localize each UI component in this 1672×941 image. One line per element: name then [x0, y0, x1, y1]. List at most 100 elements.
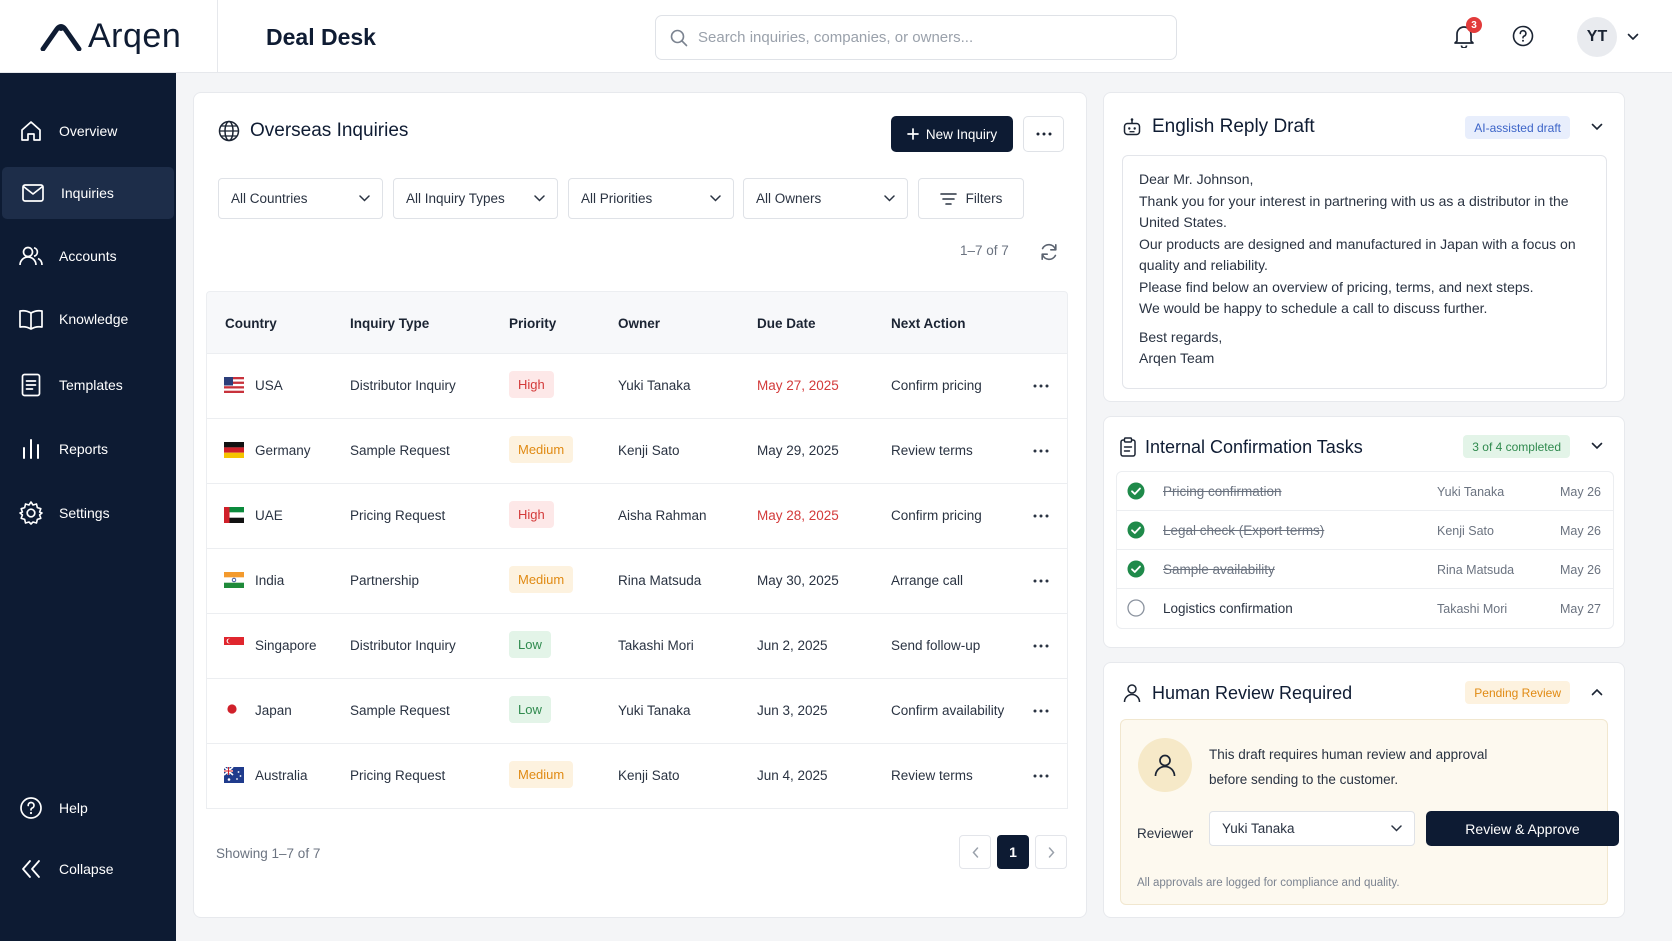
- inquiry-type-cell: Distributor Inquiry: [350, 638, 456, 653]
- chevron-left-icon: [971, 846, 979, 858]
- check-circle-icon[interactable]: [1127, 482, 1145, 500]
- table-row[interactable]: UAE Pricing Request High Aisha Rahman Ma…: [206, 484, 1068, 549]
- priority-filter[interactable]: All Priorities: [568, 178, 734, 219]
- reply-draft-text[interactable]: Dear Mr. Johnson, Thank you for your int…: [1122, 155, 1607, 389]
- draft-line: We would be happy to schedule a call to …: [1139, 300, 1488, 316]
- sidebar-item-label: Templates: [59, 377, 123, 393]
- chevron-up-icon[interactable]: [1588, 683, 1606, 701]
- row-more-icon[interactable]: [1030, 506, 1052, 526]
- sidebar-item-accounts[interactable]: Accounts: [0, 230, 176, 282]
- sidebar-item-overview[interactable]: Overview: [0, 105, 176, 157]
- owner-cell: Aisha Rahman: [618, 508, 707, 523]
- inquiry-type-cell: Pricing Request: [350, 508, 446, 523]
- next-action-cell: Review terms: [891, 768, 973, 783]
- more-options-button[interactable]: [1023, 116, 1064, 152]
- brand-name: Arqen: [88, 17, 182, 55]
- table-row[interactable]: Australia Pricing Request Medium Kenji S…: [206, 744, 1068, 809]
- row-more-icon[interactable]: [1030, 571, 1052, 591]
- column-header[interactable]: Owner: [618, 316, 661, 331]
- home-icon: [18, 118, 44, 144]
- check-circle-icon[interactable]: [1127, 560, 1145, 578]
- row-more-icon[interactable]: [1030, 376, 1052, 396]
- task-owner: Yuki Tanaka: [1437, 485, 1505, 499]
- table-row[interactable]: Japan Sample Request Low Yuki Tanaka Jun…: [206, 679, 1068, 744]
- review-message: This draft requires human review and app…: [1209, 742, 1509, 792]
- sidebar-item-inquiries[interactable]: Inquiries: [2, 167, 174, 219]
- priority-badge: Medium: [509, 436, 574, 463]
- task-item[interactable]: Logistics confirmation Takashi Mori May …: [1117, 589, 1613, 628]
- new-inquiry-button[interactable]: New Inquiry: [891, 116, 1013, 152]
- sidebar-item-templates[interactable]: Templates: [0, 359, 176, 411]
- sidebar-collapse-button[interactable]: Collapse: [0, 843, 176, 895]
- table-row[interactable]: Singapore Distributor Inquiry Low Takash…: [206, 614, 1068, 679]
- gear-icon: [18, 500, 44, 526]
- row-more-icon[interactable]: [1030, 441, 1052, 461]
- column-header[interactable]: Due Date: [757, 316, 816, 331]
- page-button-current[interactable]: 1: [997, 835, 1029, 869]
- due-date-cell: May 30, 2025: [757, 573, 839, 588]
- pending-review-badge: Pending Review: [1465, 681, 1570, 704]
- table-row[interactable]: USA Distributor Inquiry High Yuki Tanaka…: [206, 354, 1068, 419]
- user-menu[interactable]: YT: [1577, 17, 1639, 57]
- column-header[interactable]: Priority: [509, 316, 557, 331]
- document-icon: [18, 372, 44, 398]
- sidebar-item-label: Reports: [59, 441, 109, 457]
- filters-button[interactable]: Filters: [918, 178, 1024, 219]
- task-item[interactable]: Sample availability Rina Matsuda May 26: [1117, 550, 1613, 589]
- owner-filter[interactable]: All Owners: [743, 178, 908, 219]
- review-box: This draft requires human review and app…: [1120, 719, 1619, 905]
- column-header[interactable]: Next Action: [891, 316, 966, 331]
- brand[interactable]: Arqen: [0, 0, 218, 73]
- refresh-icon[interactable]: [1039, 242, 1059, 262]
- review-message-line: This draft requires human review and app…: [1209, 747, 1488, 762]
- country-cell: USA: [255, 378, 283, 393]
- sidebar-item-reports[interactable]: Reports: [0, 423, 176, 475]
- search-input[interactable]: [698, 29, 1138, 46]
- row-more-icon[interactable]: [1030, 701, 1052, 721]
- priority-badge: Medium: [509, 761, 574, 788]
- country-filter[interactable]: All Countries: [218, 178, 383, 219]
- row-more-icon[interactable]: [1030, 636, 1052, 656]
- chevron-down-icon[interactable]: [1588, 118, 1606, 136]
- inquiry-type-filter-value: All Inquiry Types: [406, 191, 505, 206]
- priority-badge: Medium: [509, 566, 574, 593]
- review-approve-button[interactable]: Review & Approve: [1426, 811, 1619, 846]
- sidebar-item-help[interactable]: Help: [0, 782, 176, 834]
- table-row[interactable]: Germany Sample Request Medium Kenji Sato…: [206, 419, 1068, 484]
- search-icon: [670, 29, 688, 47]
- draft-line: Dear Mr. Johnson,: [1139, 171, 1254, 187]
- chevron-down-icon[interactable]: [1588, 437, 1606, 455]
- task-item[interactable]: Pricing confirmation Yuki Tanaka May 26: [1117, 472, 1613, 511]
- notifications-button[interactable]: 3: [1450, 17, 1482, 50]
- avatar: YT: [1577, 17, 1617, 57]
- row-more-icon[interactable]: [1030, 766, 1052, 786]
- task-item[interactable]: Legal check (Export terms) Kenji Sato Ma…: [1117, 511, 1613, 550]
- next-page-button[interactable]: [1035, 835, 1067, 869]
- owner-cell: Takashi Mori: [618, 638, 694, 653]
- empty-circle-icon[interactable]: [1127, 599, 1145, 617]
- next-action-cell: Confirm availability: [891, 703, 1005, 718]
- draft-line: Best regards,: [1139, 328, 1223, 345]
- clipboard-icon: [1119, 437, 1137, 457]
- table-row[interactable]: India Partnership Medium Rina Matsuda Ma…: [206, 549, 1068, 614]
- search-bar[interactable]: [655, 15, 1177, 60]
- india-flag-icon: [224, 570, 244, 590]
- sidebar-item-knowledge[interactable]: Knowledge: [0, 293, 176, 345]
- user-icon: [1152, 752, 1178, 778]
- column-header[interactable]: Country: [225, 316, 277, 331]
- help-button[interactable]: [1509, 22, 1537, 50]
- reviewer-value: Yuki Tanaka: [1222, 821, 1295, 836]
- bar-chart-icon: [18, 436, 44, 462]
- chevron-down-icon: [1391, 825, 1402, 832]
- prev-page-button[interactable]: [959, 835, 991, 869]
- country-cell: Australia: [255, 768, 308, 783]
- reviewer-select[interactable]: Yuki Tanaka: [1209, 811, 1415, 846]
- country-cell: Singapore: [255, 638, 317, 653]
- priority-badge: High: [509, 501, 554, 528]
- task-date: May 26: [1560, 524, 1601, 538]
- inquiry-type-cell: Sample Request: [350, 443, 450, 458]
- inquiry-type-filter[interactable]: All Inquiry Types: [393, 178, 558, 219]
- check-circle-icon[interactable]: [1127, 521, 1145, 539]
- column-header[interactable]: Inquiry Type: [350, 316, 430, 331]
- sidebar-item-settings[interactable]: Settings: [0, 487, 176, 539]
